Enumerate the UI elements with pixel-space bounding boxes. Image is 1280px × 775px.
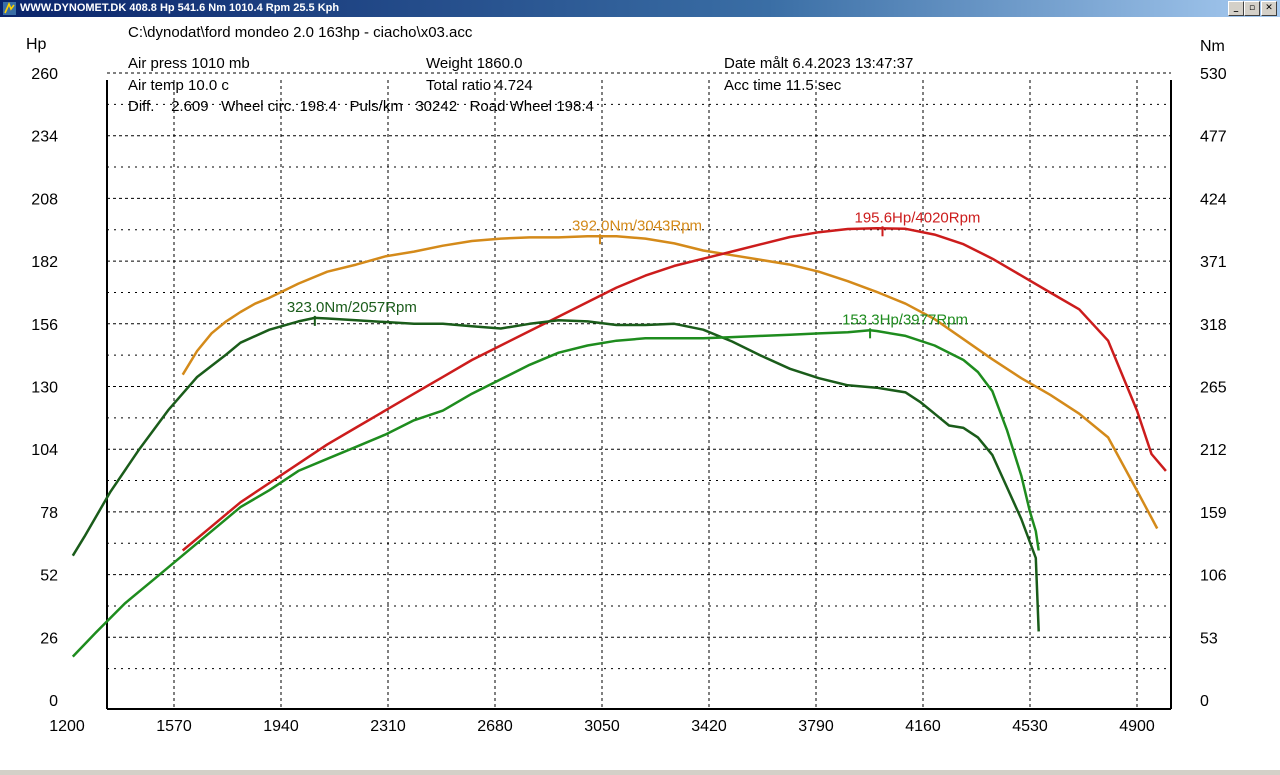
minimize-button[interactable]: _ <box>1228 1 1244 16</box>
date-measured: Date målt 6.4.2023 13:47:37 <box>724 55 913 72</box>
close-button[interactable]: ✕ <box>1261 1 1277 16</box>
total-ratio: Total ratio 4.724 <box>426 77 533 94</box>
tick-labels: 0 26 52 78 104 130 156 182 208 234 260 0 53 106 159 212… <box>31 66 1227 735</box>
y-left-tick-label: 260 <box>31 66 58 83</box>
y-left-tick-label: 78 <box>40 505 58 522</box>
app-icon <box>3 2 16 15</box>
series-line-1 <box>181 227 1167 552</box>
y-right-tick-label: 0 <box>1200 693 1209 710</box>
y-left-axis-label: Hp <box>26 36 47 53</box>
y-right-tick-label: 106 <box>1200 568 1227 585</box>
x-tick-label: 1200 <box>49 718 85 735</box>
x-tick-label: 4900 <box>1119 718 1155 735</box>
y-right-axis-label: Nm <box>1200 38 1225 55</box>
file-path: C:\dynodat\ford mondeo 2.0 163hp - ciach… <box>128 24 473 41</box>
air-temp: Air temp 10.0 c <box>128 77 229 94</box>
x-tick-label: 3050 <box>584 718 620 735</box>
y-right-tick-label: 265 <box>1200 380 1227 397</box>
status-strip <box>0 770 1280 775</box>
maximize-button[interactable]: ▫ <box>1244 1 1260 16</box>
y-right-tick-label: 530 <box>1200 66 1227 83</box>
series-line-3 <box>71 329 1040 658</box>
x-tick-label: 1570 <box>156 718 192 735</box>
y-left-tick-label: 0 <box>49 693 58 710</box>
y-left-tick-label: 104 <box>31 442 58 459</box>
series-line-2 <box>71 316 1040 632</box>
dyno-chart: Hp Nm 0 26 52 78 104 130 156 182 208 234 260 0 53 106… <box>26 24 1227 735</box>
grid <box>107 72 1171 709</box>
axes <box>106 80 1172 710</box>
annotations: 392.0Nm/3043Rpm 195.6Hp/4020Rpm 323.0Nm/20… <box>287 209 981 339</box>
y-right-tick-label: 477 <box>1200 129 1227 146</box>
acc-time: Acc time 11.5 sec <box>724 77 842 94</box>
y-left-tick-label: 130 <box>31 380 58 397</box>
x-tick-label: 2310 <box>370 718 406 735</box>
weight: Weight 1860.0 <box>426 55 522 72</box>
peak-annotation: 392.0Nm/3043Rpm <box>572 217 702 234</box>
window-title: WWW.DYNOMET.DK 408.8 Hp 541.6 Nm 1010.4 … <box>20 2 340 14</box>
peak-annotation: 153.3Hp/3977Rpm <box>842 311 968 328</box>
series <box>71 227 1167 658</box>
x-tick-label: 1940 <box>263 718 299 735</box>
series-line-0 <box>181 235 1159 530</box>
y-right-tick-label: 318 <box>1200 317 1227 334</box>
x-tick-label: 2680 <box>477 718 513 735</box>
header-info: C:\dynodat\ford mondeo 2.0 163hp - ciach… <box>128 24 913 115</box>
y-left-tick-label: 52 <box>40 568 58 585</box>
x-tick-label: 3790 <box>798 718 834 735</box>
x-tick-label: 4160 <box>905 718 941 735</box>
y-right-tick-label: 159 <box>1200 505 1227 522</box>
x-tick-label: 4530 <box>1012 718 1048 735</box>
y-right-tick-label: 424 <box>1200 191 1227 208</box>
title-bar: WWW.DYNOMET.DK 408.8 Hp 541.6 Nm 1010.4 … <box>0 0 1280 17</box>
y-left-tick-label: 26 <box>40 630 58 647</box>
air-press: Air press 1010 mb <box>128 55 250 72</box>
peak-annotation: 195.6Hp/4020Rpm <box>855 209 981 226</box>
y-right-tick-label: 212 <box>1200 442 1227 459</box>
y-right-tick-label: 53 <box>1200 630 1218 647</box>
y-right-tick-label: 371 <box>1200 254 1227 271</box>
x-tick-label: 3420 <box>691 718 727 735</box>
peak-annotation: 323.0Nm/2057Rpm <box>287 299 417 316</box>
y-left-tick-label: 234 <box>31 129 58 146</box>
diff-line: Diff. 2.609 Wheel circ. 198.4 Puls/km 30… <box>128 98 594 115</box>
y-left-tick-label: 182 <box>31 254 58 271</box>
y-left-tick-label: 156 <box>31 317 58 334</box>
y-left-tick-label: 208 <box>31 191 58 208</box>
